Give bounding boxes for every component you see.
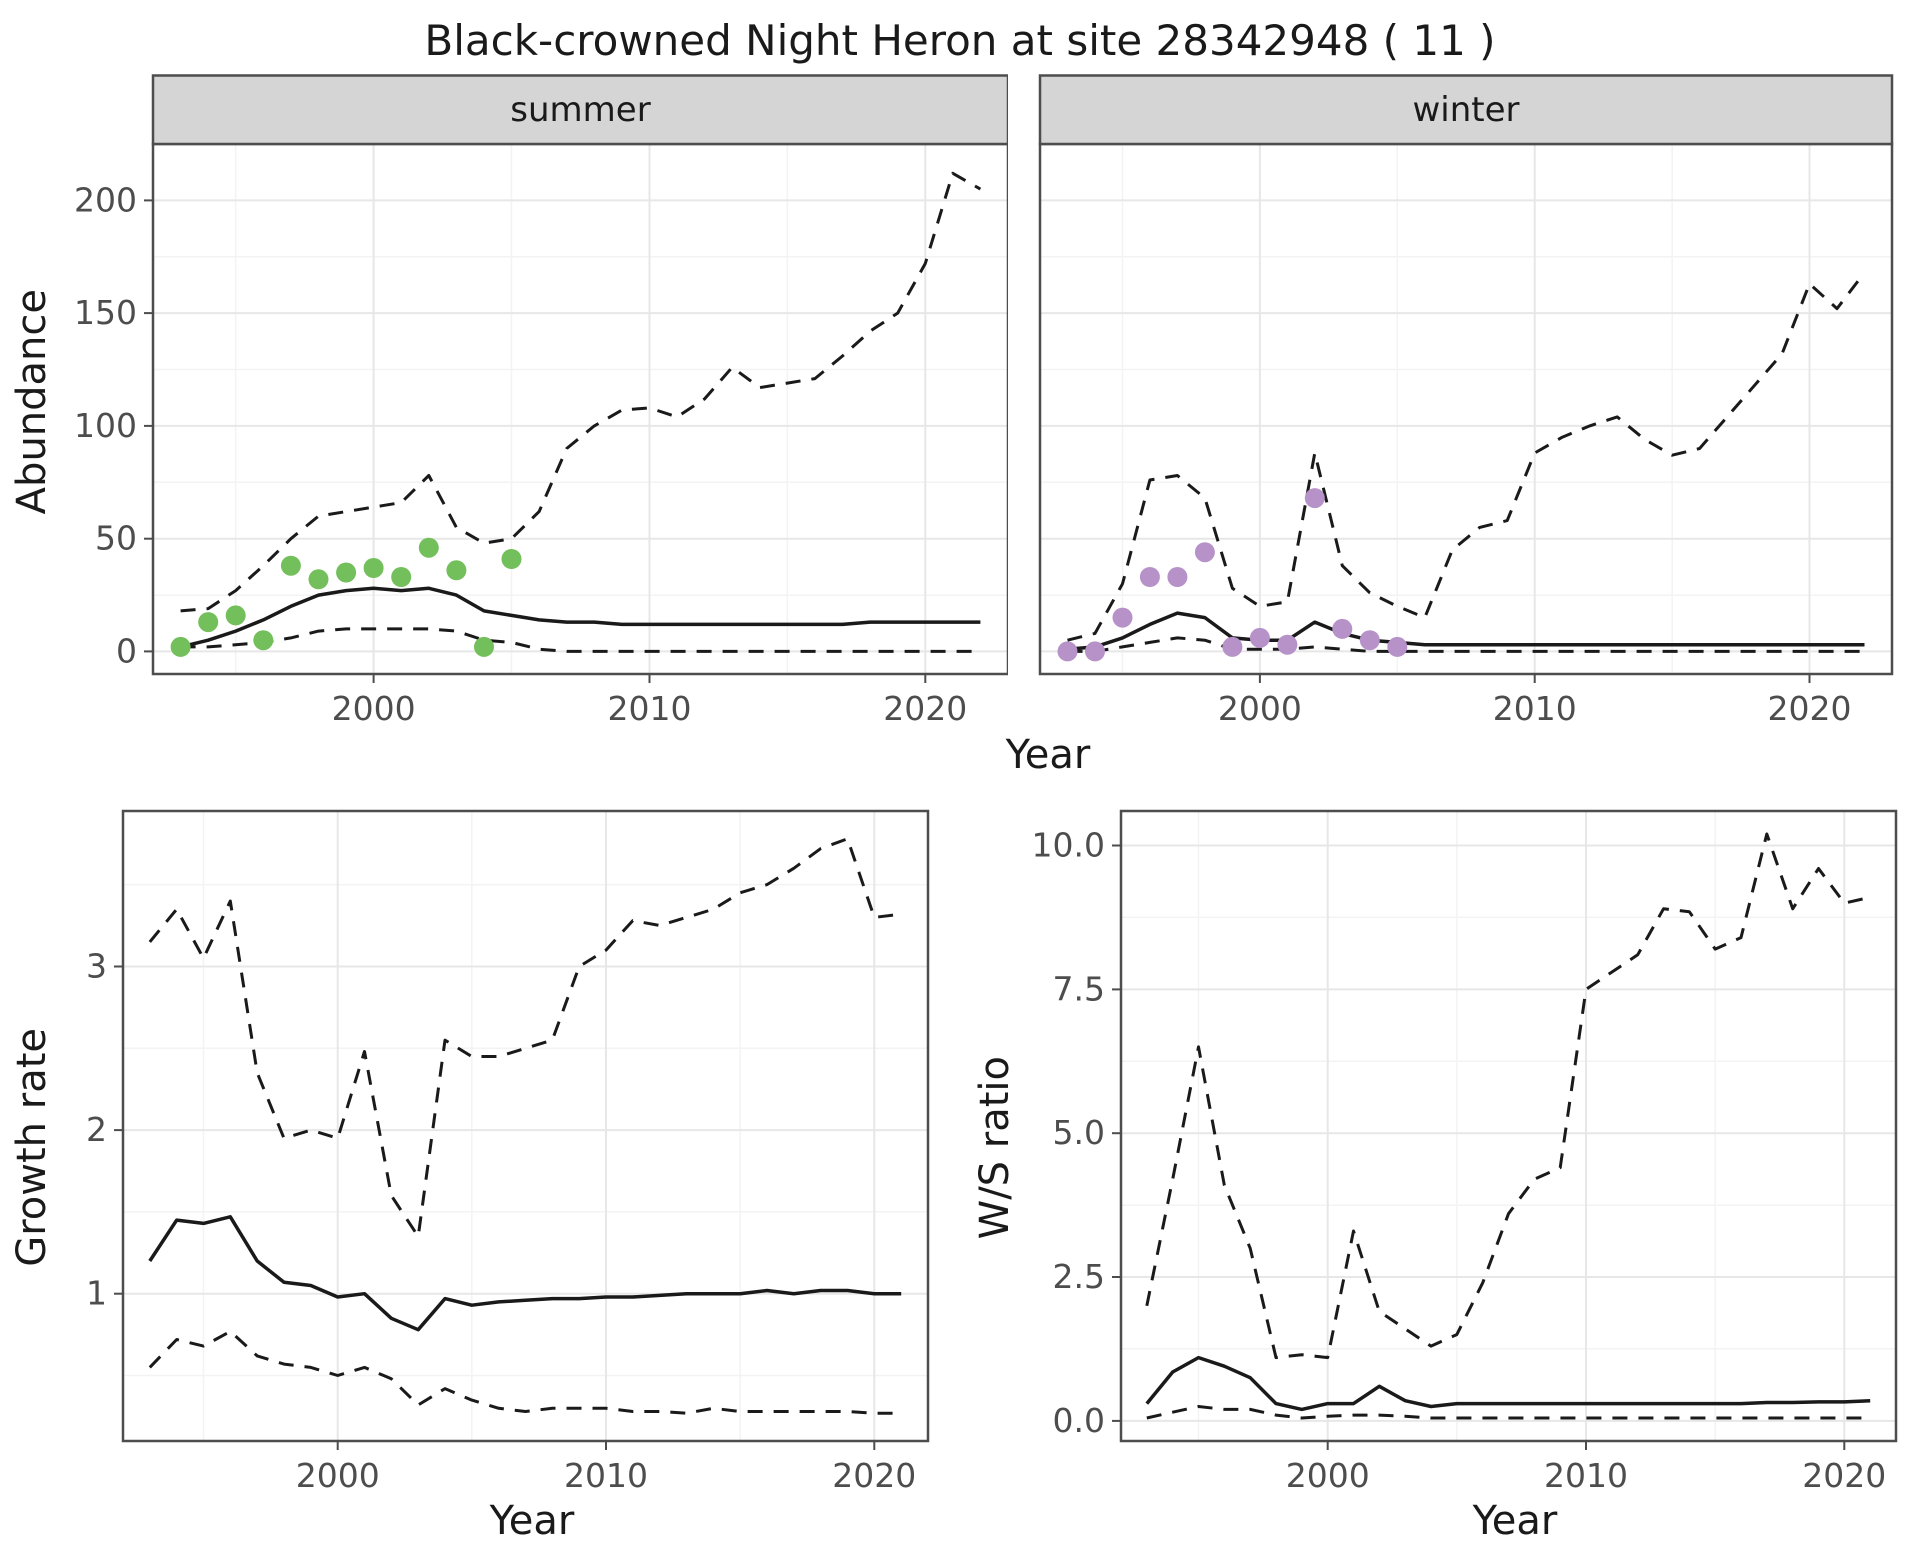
axis-ticks bbox=[114, 965, 876, 1451]
svg-text:100: 100 bbox=[74, 406, 137, 445]
panel-background bbox=[1121, 811, 1896, 1442]
facet-strip: summer bbox=[151, 74, 1008, 146]
axis-tick-labels: 2000 2010 2020 0 50 100 150 200 bbox=[74, 181, 967, 729]
svg-text:2: 2 bbox=[86, 1110, 107, 1149]
svg-text:2010: 2010 bbox=[1493, 689, 1577, 728]
upper-ci-line bbox=[180, 172, 982, 613]
svg-text:7.5: 7.5 bbox=[1053, 970, 1105, 1009]
svg-text:2020: 2020 bbox=[883, 689, 967, 728]
growth-rate-panel: 2000 2010 2020 1 2 3 bbox=[86, 810, 930, 1496]
svg-text:2000: 2000 bbox=[296, 1456, 380, 1495]
svg-text:0.0: 0.0 bbox=[1053, 1401, 1105, 1440]
panel-border bbox=[121, 810, 930, 1443]
grid-minor bbox=[153, 144, 1008, 675]
grid-minor bbox=[1121, 811, 1896, 1442]
summer-abundance-panel: 2000 2010 2020 0 50 100 150 200 summer bbox=[74, 74, 1008, 729]
svg-text:2020: 2020 bbox=[832, 1456, 916, 1495]
observed-summer-counts bbox=[170, 538, 522, 658]
svg-text:150: 150 bbox=[74, 293, 137, 332]
svg-text:1: 1 bbox=[86, 1274, 107, 1313]
observed-winter-counts bbox=[1057, 488, 1408, 662]
lower-ci-line bbox=[1067, 636, 1865, 654]
svg-text:2020: 2020 bbox=[1802, 1456, 1886, 1495]
panel-background bbox=[153, 144, 1008, 675]
svg-text:2010: 2010 bbox=[1544, 1456, 1628, 1495]
abundance-figure: Abundance 2000 2010 2020 0 50 100 150 200 summer… bbox=[0, 74, 1920, 777]
axis-ticks bbox=[144, 199, 927, 684]
svg-text:2000: 2000 bbox=[1286, 1456, 1370, 1495]
ws-ratio-panel: 2000 2010 2020 0.0 2.5 5.0 7.5 10.0 bbox=[1032, 810, 1898, 1496]
svg-text:2.5: 2.5 bbox=[1053, 1257, 1105, 1296]
svg-text:2010: 2010 bbox=[608, 689, 692, 728]
axis-tick-labels: 2000 2010 2020 bbox=[1218, 689, 1852, 728]
median-line bbox=[1145, 1356, 1871, 1412]
lower-ci-line bbox=[1146, 1405, 1871, 1420]
svg-text:3: 3 bbox=[86, 947, 107, 986]
facet-strip-label: summer bbox=[510, 90, 650, 130]
median-line bbox=[148, 1215, 902, 1332]
svg-text:2010: 2010 bbox=[564, 1456, 648, 1495]
median-line bbox=[180, 586, 981, 649]
svg-text:2020: 2020 bbox=[1768, 689, 1852, 728]
svg-text:200: 200 bbox=[74, 181, 137, 220]
axis-tick-labels: 2000 2010 2020 0.0 2.5 5.0 7.5 10.0 bbox=[1032, 826, 1887, 1496]
svg-text:50: 50 bbox=[95, 519, 137, 558]
lower-ci-line bbox=[148, 1330, 902, 1416]
year-axis-label-top: Year bbox=[1005, 732, 1091, 779]
svg-text:2000: 2000 bbox=[1218, 689, 1302, 728]
svg-text:0: 0 bbox=[116, 632, 137, 671]
abundance-axis-label: Abundance bbox=[9, 289, 55, 515]
svg-text:2000: 2000 bbox=[332, 689, 416, 728]
growth-rate-axis-label: Growth rate bbox=[9, 1028, 55, 1267]
grid-major bbox=[1121, 811, 1896, 1442]
axis-ticks bbox=[1258, 674, 1811, 684]
facet-strip: winter bbox=[1038, 74, 1894, 146]
axis-ticks bbox=[1112, 844, 1846, 1451]
svg-text:10.0: 10.0 bbox=[1032, 826, 1105, 865]
derived-metrics-row: Growth rate 2000 2010 2020 1 2 3 Year W/S rat… bbox=[0, 797, 1920, 1543]
axis-tick-labels: 2000 2010 2020 1 2 3 bbox=[86, 947, 916, 1496]
median-line bbox=[1067, 611, 1865, 652]
upper-ci-line bbox=[1145, 832, 1871, 1360]
winter-abundance-panel: 2000 2010 2020 winter bbox=[1038, 74, 1894, 728]
year-axis-label-growth: Year bbox=[489, 1498, 575, 1545]
svg-text:5.0: 5.0 bbox=[1053, 1114, 1105, 1153]
ws-ratio-axis-label: W/S ratio bbox=[972, 1055, 1018, 1240]
upper-ci-line bbox=[1067, 272, 1866, 643]
facet-strip-label: winter bbox=[1412, 90, 1519, 130]
panel-background bbox=[123, 811, 928, 1442]
ws-ratio-figure: W/S ratio 2000 2010 2020 0.0 2.5 5.0 7.5 10.0 Y… bbox=[969, 797, 1911, 1543]
plot-title: Black-crowned Night Heron at site 283429… bbox=[424, 16, 1496, 65]
grid-minor bbox=[123, 811, 928, 1442]
upper-ci-line bbox=[148, 837, 902, 1239]
lower-ci-line bbox=[180, 627, 981, 654]
growth-rate-figure: Growth rate 2000 2010 2020 1 2 3 Year bbox=[6, 797, 943, 1543]
year-axis-label-ratio: Year bbox=[1472, 1498, 1558, 1545]
panel-border bbox=[1119, 810, 1898, 1443]
